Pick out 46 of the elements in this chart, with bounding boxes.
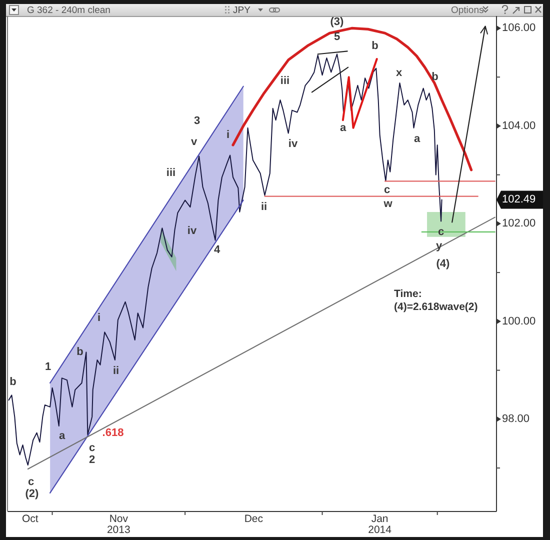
annotation: 5: [334, 31, 340, 43]
annotation: Options: [451, 5, 484, 16]
annotation: iii: [166, 167, 176, 179]
annotation: x: [396, 67, 403, 79]
annotation: c: [438, 226, 444, 238]
annotation: ii: [112, 365, 120, 377]
annotation: b: [10, 376, 17, 388]
annotation: iv: [288, 138, 298, 150]
y-tick-label: 102.49: [502, 194, 536, 206]
line-series: [232, 26, 473, 172]
y-tick-label: 98.00: [502, 413, 530, 426]
annotation: (2): [25, 488, 40, 500]
annotation: c: [28, 476, 34, 488]
chart-title: JPY: [233, 5, 252, 16]
x-tick-label: Dec: [244, 513, 264, 525]
annotation: 3: [194, 115, 200, 127]
annotation: iv: [187, 225, 198, 237]
annotation: a: [340, 122, 347, 134]
x-tick-label: Oct: [22, 513, 38, 525]
annotation: ii: [260, 201, 268, 213]
annotation: c: [384, 184, 390, 196]
annotation: w: [382, 198, 393, 210]
y-tick-label: 106.00: [502, 22, 536, 34]
annotation: G 362 - 240m clean: [27, 5, 110, 16]
annotation: (3): [330, 16, 344, 28]
annotation: iii: [280, 75, 290, 87]
annotation: b: [76, 346, 84, 358]
y-tick-label: 104.00: [502, 120, 536, 132]
y-tick-label: 102.00: [502, 218, 536, 230]
x-tick-label: Nov 2013: [106, 513, 130, 536]
y-tick-label: 100.00: [502, 315, 536, 328]
annotation: b: [372, 40, 379, 52]
annotation: c: [88, 442, 96, 454]
annotation: b: [432, 71, 439, 83]
annotation: i: [97, 312, 101, 324]
annotation: i: [226, 129, 230, 141]
annotation: .618: [102, 427, 124, 439]
annotation: v: [190, 136, 198, 148]
annotation: 2: [88, 454, 96, 466]
annotation: 4: [214, 244, 221, 256]
annotation: a: [58, 430, 66, 442]
annotation: Time: (4)=2.618wave(2): [394, 288, 478, 313]
annotation: 1: [44, 361, 52, 373]
annotation: a: [414, 133, 421, 145]
annotation: (4): [436, 258, 450, 270]
x-tick-label: Jan 2014: [368, 513, 392, 536]
